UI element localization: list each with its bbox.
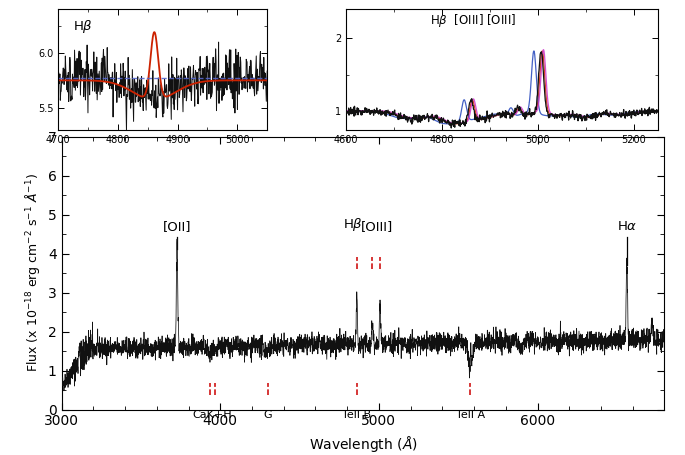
Text: CaK+H: CaK+H	[192, 410, 232, 420]
Text: [OIII]: [OIII]	[360, 220, 393, 233]
Text: H$\beta$: H$\beta$	[342, 216, 363, 233]
Text: Tell A: Tell A	[456, 410, 485, 420]
Y-axis label: Flux (x 10$^{-18}$ erg cm$^{-2}$ s$^{-1}$ $\AA^{-1}$): Flux (x 10$^{-18}$ erg cm$^{-2}$ s$^{-1}…	[23, 173, 42, 373]
X-axis label: Wavelength ($\AA$): Wavelength ($\AA$)	[309, 434, 417, 454]
Text: H$\alpha$: H$\alpha$	[616, 220, 637, 233]
Text: [OII]: [OII]	[163, 220, 191, 233]
Text: Tell B: Tell B	[342, 410, 371, 420]
Text: H$\beta$  [OIII] [OIII]: H$\beta$ [OIII] [OIII]	[430, 11, 516, 29]
Text: H$\beta$: H$\beta$	[73, 18, 93, 35]
Text: G: G	[264, 410, 272, 420]
